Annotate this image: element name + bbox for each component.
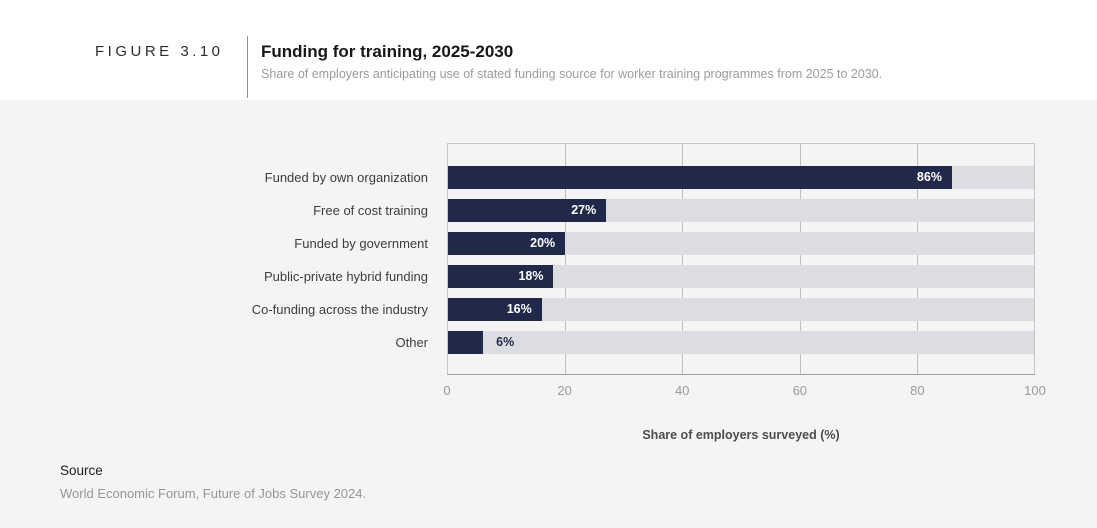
- x-tick-label: 40: [674, 383, 690, 398]
- x-tick-label: 0: [443, 383, 451, 398]
- bar-track: 86%: [448, 166, 1034, 189]
- bar: 20%: [448, 232, 566, 255]
- value-label: 18%: [518, 269, 544, 283]
- bar-row: Public-private hybrid funding 18%: [264, 265, 1034, 288]
- x-axis-title: Share of employers surveyed (%): [642, 428, 840, 442]
- figure-subtitle: Share of employers anticipating use of s…: [261, 67, 883, 81]
- value-label: 86%: [916, 170, 942, 184]
- bar-row: Funded by own organization 86%: [265, 166, 1034, 189]
- bar-track: 6%: [448, 331, 1034, 354]
- category-label: Funded by government: [294, 236, 428, 251]
- gridline: [682, 144, 684, 374]
- value-label: 16%: [506, 302, 532, 316]
- value-label: 20%: [530, 236, 556, 250]
- category-label: Co-funding across the industry: [251, 302, 428, 317]
- bar-row: Co-funding across the industry 16%: [252, 298, 1034, 321]
- category-label: Funded by own organization: [264, 170, 428, 185]
- gridline: [565, 144, 567, 374]
- bar-track: 27%: [448, 199, 1034, 222]
- bar-row: Free of cost training 27%: [313, 199, 1034, 222]
- figure-title: Funding for training, 2025-2030: [261, 42, 514, 61]
- value-label: 6%: [496, 335, 515, 349]
- source-citation: World Economic Forum, Future of Jobs Sur…: [60, 486, 367, 501]
- bar-row: Funded by government 20%: [294, 232, 1034, 255]
- category-label: Public-private hybrid funding: [263, 269, 428, 284]
- gridline: [916, 144, 918, 374]
- bar: 16%: [448, 298, 542, 321]
- category-label: Free of cost training: [313, 203, 428, 218]
- header-divider: [247, 36, 248, 98]
- figure-header: FIGURE 3.10 Funding for training, 2025-2…: [0, 0, 1097, 100]
- x-tick-label: 80: [910, 383, 925, 398]
- bar: 86%: [448, 166, 952, 189]
- bar-track: 20%: [448, 232, 1034, 255]
- bar-track: 18%: [448, 265, 1034, 288]
- value-label: 27%: [571, 203, 597, 217]
- x-tick-label: 100: [1024, 383, 1046, 398]
- category-label: Other: [395, 335, 428, 350]
- bar: [448, 331, 484, 354]
- bar-chart-plot-area: Funded by own organization 86% Free of cos…: [252, 143, 1035, 375]
- x-tick-label: 20: [557, 383, 572, 398]
- gridline: [799, 144, 801, 374]
- bar: 27%: [448, 199, 607, 222]
- bar-row: Other 6%: [395, 331, 1034, 354]
- source-heading: Source: [60, 463, 103, 478]
- figure-number: FIGURE 3.10: [95, 43, 224, 60]
- bar: 18%: [448, 265, 554, 288]
- x-tick-label: 60: [792, 383, 808, 398]
- bar-track: 16%: [448, 298, 1034, 321]
